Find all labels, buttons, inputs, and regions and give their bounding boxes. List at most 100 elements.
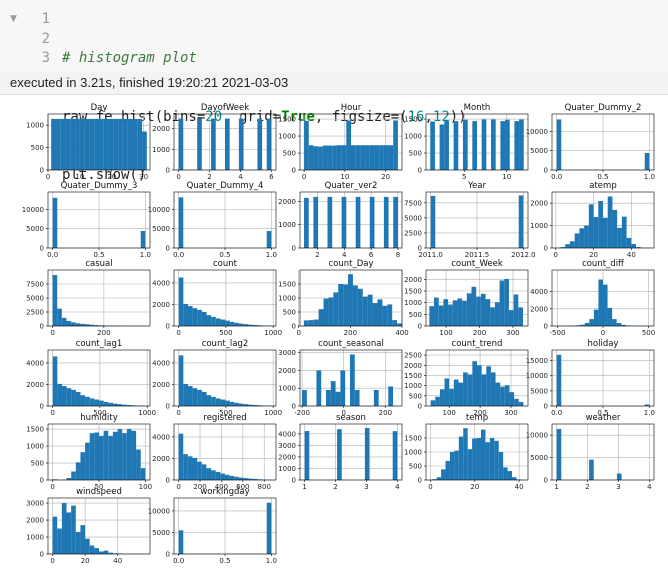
histogram-bar [234, 476, 239, 480]
histogram-bar [494, 440, 499, 480]
histogram-bar [178, 197, 184, 248]
histogram-bar [234, 402, 239, 406]
histogram-bar [99, 435, 104, 480]
histogram-bar [508, 310, 514, 326]
histogram-bar [565, 244, 570, 248]
x-tick-label: 4 [342, 251, 347, 259]
histogram-bar [103, 401, 109, 406]
y-tick-label: 0 [292, 245, 296, 253]
y-tick-label: 0 [544, 323, 548, 331]
histogram-bar [252, 325, 258, 326]
axes-frame [173, 113, 277, 171]
histogram-bar [612, 319, 617, 326]
y-tick-label: 0 [166, 323, 170, 331]
histogram-bar [178, 118, 184, 170]
histogram-bar [377, 299, 383, 326]
histogram-bar [430, 400, 436, 406]
histogram-dayofweek: 0 2 4 6 0 1000 2000 DayofWeek [152, 103, 277, 181]
x-tick-label: 0.5 [597, 173, 608, 181]
x-tick-label: 0.5 [219, 251, 230, 259]
histogram-bar [234, 322, 239, 326]
histogram-bar [65, 118, 71, 170]
y-tick-label: 7500 [26, 281, 44, 289]
y-tick-label: 500 [31, 144, 44, 152]
histogram-bar [118, 118, 123, 170]
histogram-bar [304, 197, 309, 248]
y-tick-label: 5000 [530, 387, 548, 395]
y-tick-label: 1000 [26, 122, 44, 130]
histogram-bar [206, 468, 212, 480]
x-tick-label: 1 [554, 483, 558, 491]
line-numbers: 1 2 3 [28, 10, 50, 69]
histogram-bar [392, 320, 398, 326]
histogram-bar [556, 428, 562, 480]
histogram-bar [112, 553, 118, 554]
histogram-bar [580, 324, 585, 326]
x-tick-label: 40 [113, 557, 122, 565]
histogram-bar [94, 325, 99, 326]
x-tick-label: 100 [139, 483, 152, 491]
histogram-bar [444, 120, 449, 170]
y-tick-label: 5000 [404, 214, 422, 222]
histogram-bar [70, 118, 76, 170]
histogram-title: count_trend [452, 339, 503, 349]
y-tick-label: 3000 [278, 442, 296, 450]
histogram-bar [80, 395, 86, 406]
x-tick-label: 0 [428, 483, 432, 491]
x-tick-label: 200 [193, 483, 206, 491]
x-tick-label: 0.5 [597, 409, 608, 417]
histogram-title: count_diff [582, 259, 625, 269]
code-editor[interactable]: # histogram plot raw_fe.hist(bins=20, gr… [62, 10, 467, 225]
x-tick-label: 1000 [138, 409, 156, 417]
histogram-bar [505, 119, 510, 170]
histogram-hour: 0 10 20 0 500 1000 1500 Hour [278, 103, 403, 181]
histogram-bar [57, 308, 62, 326]
x-tick-label: 800 [258, 483, 271, 491]
histogram-bar [238, 118, 244, 170]
histogram-bar [98, 325, 104, 326]
histogram-bar [560, 247, 566, 248]
y-tick-label: 0 [292, 403, 296, 411]
code-line-3: plt.show() [62, 167, 147, 183]
histogram-bar [518, 307, 523, 326]
x-tick-label: 20 [381, 173, 390, 181]
y-tick-label: 0 [40, 323, 44, 331]
x-tick-label: 10 [75, 173, 84, 181]
y-tick-label: 2000 [278, 198, 296, 206]
histogram-bar [108, 118, 114, 170]
histogram-bar [117, 429, 123, 480]
histogram-bar [257, 405, 263, 406]
y-tick-label: 2500 [404, 229, 422, 237]
y-tick-label: 10000 [22, 206, 44, 214]
histogram-weather: 1 2 3 4 0 5000 10000 weather [526, 413, 655, 491]
axes-frame [425, 349, 529, 407]
code-input-area[interactable]: ▼ 1 2 3 # histogram plot raw_fe.hist(bin… [0, 0, 668, 183]
x-tick-label: 500 [93, 409, 106, 417]
collapse-triangle-icon[interactable]: ▼ [10, 14, 17, 24]
histogram-windspeed: 0 20 40 0 1000 2000 3000 windspeed [26, 487, 151, 565]
histogram-bar [393, 120, 398, 170]
y-tick-label: 0 [418, 167, 422, 175]
histogram-bar [192, 388, 198, 406]
histogram-bar [621, 324, 626, 326]
histogram-title: count_lag2 [202, 339, 249, 349]
histogram-bar [238, 323, 244, 326]
histogram-bar [215, 471, 221, 480]
histogram-bar [75, 531, 81, 554]
histogram-bar [441, 469, 446, 480]
histogram-bar [178, 277, 184, 326]
y-tick-label: 500 [409, 311, 422, 319]
x-tick-label: 10 [502, 173, 511, 181]
y-tick-label: 1500 [26, 426, 44, 434]
x-tick-label: 0 [176, 409, 180, 417]
histogram-bar [490, 307, 495, 326]
x-tick-label: 5 [462, 173, 466, 181]
histogram-bar [616, 322, 622, 326]
histogram-title: Hour [341, 103, 362, 113]
x-tick-label: 2 [315, 251, 319, 259]
axes-frame [173, 349, 277, 407]
x-tick-label: 0 [341, 409, 345, 417]
histogram-bar [438, 305, 444, 326]
y-tick-label: 2000 [152, 301, 170, 309]
